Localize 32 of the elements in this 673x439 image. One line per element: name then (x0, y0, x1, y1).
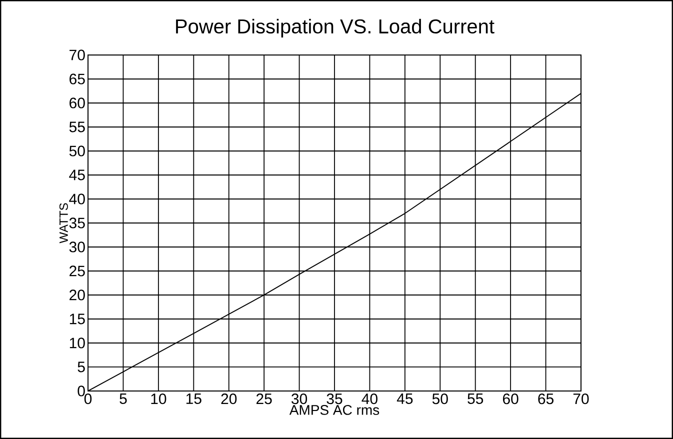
x-tick-label: 45 (396, 394, 413, 404)
x-tick-label: 60 (502, 394, 518, 404)
y-tick-label: 30 (69, 242, 85, 252)
x-tick-label: 25 (256, 394, 272, 404)
y-tick-label: 5 (78, 362, 85, 372)
x-axis-title: AMPS AC rms (289, 404, 380, 415)
x-tick-label: 30 (292, 394, 308, 404)
x-tick-label: 35 (326, 394, 342, 404)
chart-title: Power Dissipation VS. Load Current (176, 18, 494, 38)
y-tick-label: 35 (69, 218, 85, 228)
y-tick-label: 55 (69, 122, 85, 132)
y-tick-label: 10 (70, 338, 85, 348)
y-tick-label: 65 (70, 74, 85, 84)
x-tick-label: 65 (538, 394, 554, 404)
x-tick-label: 55 (468, 394, 484, 404)
y-tick-label: 70 (70, 50, 85, 60)
x-tick-label: 70 (573, 394, 589, 404)
y-tick-label: 45 (69, 170, 85, 180)
y-axis-title: WATTS (59, 203, 68, 244)
y-tick-label: 40 (69, 194, 85, 204)
y-tick-label: 25 (70, 266, 85, 276)
x-tick-label: 15 (186, 394, 202, 404)
x-tick-label: 5 (120, 394, 127, 404)
y-tick-label: 15 (70, 314, 85, 324)
x-tick-label: 40 (362, 394, 378, 404)
x-tick-label: 10 (151, 394, 166, 404)
y-tick-label: 50 (69, 146, 85, 156)
x-tick-label: 20 (221, 394, 237, 404)
y-tick-label: 60 (70, 98, 85, 108)
y-tick-label: 0 (78, 386, 85, 396)
x-tick-label: 50 (432, 394, 448, 404)
y-tick-label: 20 (70, 290, 85, 300)
